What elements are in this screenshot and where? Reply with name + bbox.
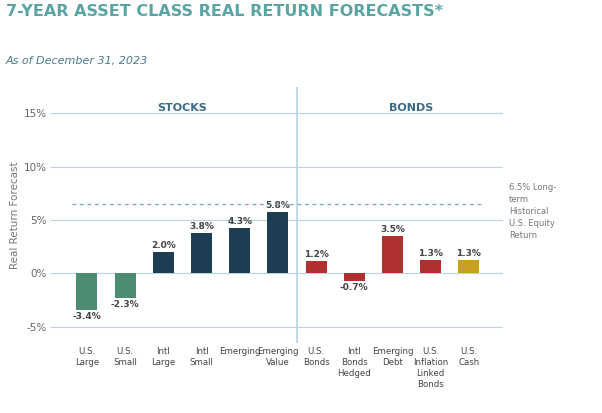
Text: 6.5% Long-
term
Historical
U.S. Equity
Return: 6.5% Long- term Historical U.S. Equity R… xyxy=(509,183,556,240)
Bar xyxy=(344,273,365,281)
Text: 1.3%: 1.3% xyxy=(456,249,481,258)
Text: -0.7%: -0.7% xyxy=(340,283,368,292)
Bar xyxy=(153,252,174,273)
Bar xyxy=(382,236,403,273)
Text: 7-YEAR ASSET CLASS REAL RETURN FORECASTS*: 7-YEAR ASSET CLASS REAL RETURN FORECASTS… xyxy=(6,4,443,19)
Text: -2.3%: -2.3% xyxy=(111,300,140,309)
Text: -3.4%: -3.4% xyxy=(73,312,101,320)
Text: 4.3%: 4.3% xyxy=(227,217,252,225)
Text: 1.3%: 1.3% xyxy=(418,249,443,258)
Text: STOCKS: STOCKS xyxy=(158,103,207,113)
Bar xyxy=(267,211,288,273)
Text: 5.8%: 5.8% xyxy=(265,201,290,210)
Text: BONDS: BONDS xyxy=(389,103,433,113)
Bar xyxy=(458,259,479,273)
Text: 3.5%: 3.5% xyxy=(380,225,405,234)
Bar xyxy=(306,261,326,273)
Text: As of December 31, 2023: As of December 31, 2023 xyxy=(6,56,148,66)
Bar xyxy=(191,233,212,273)
Text: 3.8%: 3.8% xyxy=(189,222,214,231)
Text: 1.2%: 1.2% xyxy=(303,250,329,259)
Bar xyxy=(114,273,135,298)
Y-axis label: Real Return Forecast: Real Return Forecast xyxy=(10,161,20,268)
Bar xyxy=(229,228,250,273)
Text: 2.0%: 2.0% xyxy=(151,241,176,250)
Bar xyxy=(420,259,441,273)
Bar xyxy=(76,273,98,310)
